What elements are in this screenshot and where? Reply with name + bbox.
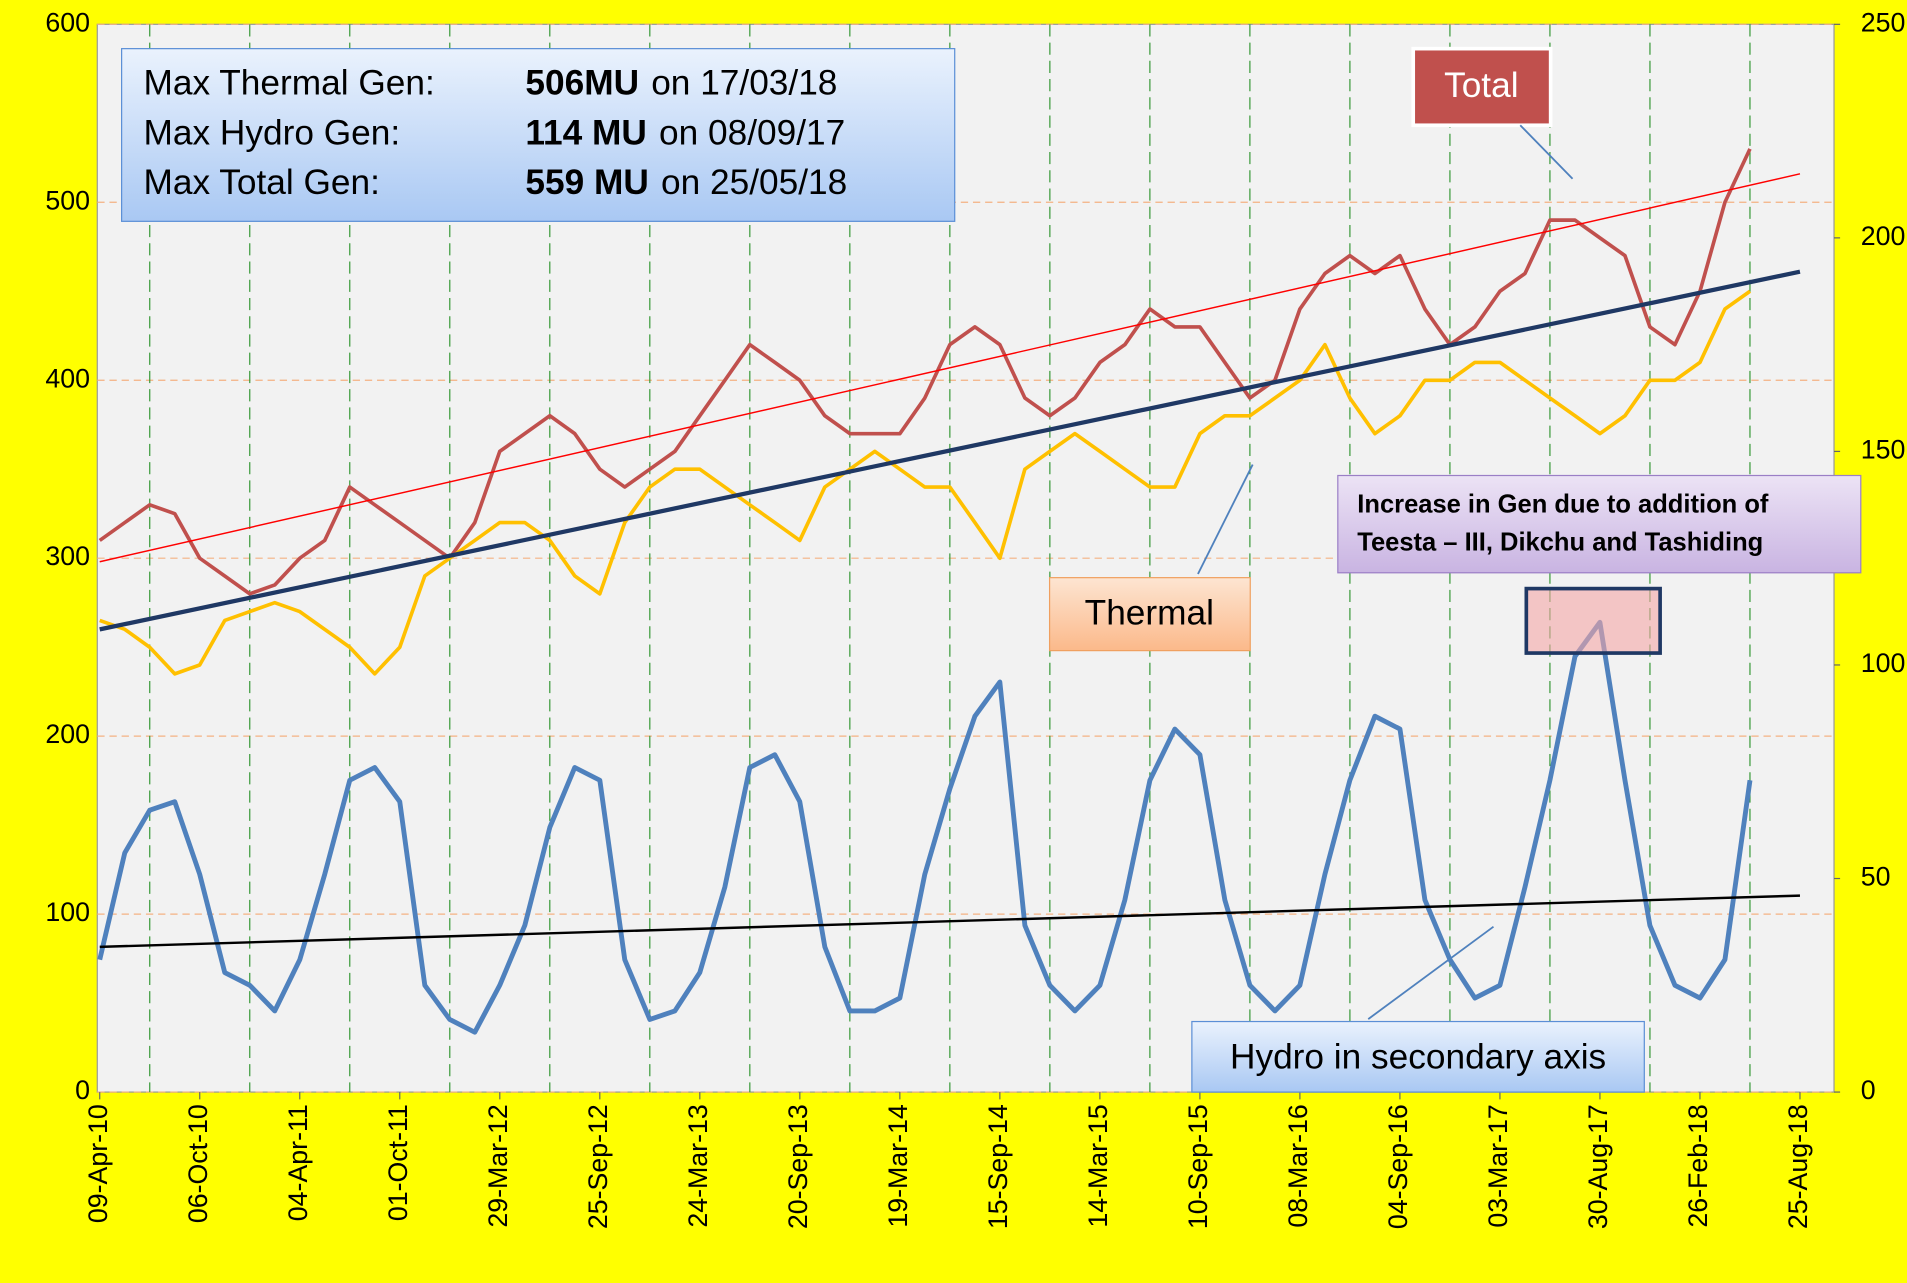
x-tick-label: 14-Mar-15 [1083, 1104, 1113, 1227]
highlight-box [1524, 586, 1662, 655]
total-label: Total [1444, 66, 1518, 105]
info-box [121, 48, 956, 222]
info-label: Max Thermal Gen: [144, 63, 435, 102]
increase-note: Teesta – III, Dikchu and Tashiding [1357, 528, 1763, 556]
x-tick-label: 30-Aug-17 [1583, 1104, 1613, 1229]
trendline [99, 894, 1801, 949]
x-tick-label: 04-Sep-16 [1383, 1104, 1413, 1229]
x-tick-label: 10-Sep-15 [1183, 1104, 1213, 1229]
hydro-label-box [1191, 1020, 1645, 1093]
x-tick-label: 25-Sep-12 [583, 1104, 613, 1229]
y-tick-label: 600 [45, 7, 90, 37]
info-value: 559 MU [525, 163, 648, 202]
x-tick-label: 25-Aug-18 [1783, 1104, 1813, 1229]
x-tick-label: 19-Mar-14 [883, 1104, 913, 1228]
y2-tick-label: 150 [1861, 434, 1906, 464]
series-line [97, 619, 1753, 1035]
y2-tick-label: 200 [1861, 221, 1906, 251]
y-tick-label: 100 [45, 897, 90, 927]
info-label: Max Total Gen: [144, 163, 380, 202]
x-tick-label: 20-Sep-13 [783, 1104, 813, 1229]
series-line [98, 148, 1752, 596]
info-value: 506MU [525, 63, 639, 102]
y2-tick-label: 0 [1861, 1075, 1876, 1105]
y-tick-label: 400 [45, 363, 90, 393]
x-tick-label: 09-Apr-10 [83, 1104, 113, 1223]
arrow [1519, 124, 1574, 180]
y-tick-label: 300 [45, 541, 90, 571]
trendline [99, 173, 1801, 563]
increase-box [1337, 474, 1862, 574]
x-tick-label: 26-Feb-18 [1683, 1104, 1713, 1227]
info-date: on 08/09/17 [659, 113, 845, 152]
trendline [99, 269, 1801, 632]
y-tick-label: 0 [75, 1075, 90, 1105]
arrow [1367, 925, 1495, 1020]
y-tick-label: 200 [45, 719, 90, 749]
x-tick-label: 03-Mar-17 [1483, 1104, 1513, 1227]
increase-note: Increase in Gen due to addition of [1357, 491, 1769, 519]
y2-tick-label: 250 [1861, 7, 1906, 37]
thermal-label: Thermal [1085, 594, 1214, 633]
info-date: on 17/03/18 [651, 63, 837, 102]
info-date: on 25/05/18 [661, 163, 847, 202]
series-line [99, 289, 1752, 676]
y2-tick-label: 50 [1861, 862, 1891, 892]
x-tick-label: 15-Sep-14 [983, 1104, 1013, 1229]
thermal-label-box [1048, 577, 1251, 652]
x-tick-label: 29-Mar-12 [483, 1104, 513, 1227]
x-tick-label: 24-Mar-13 [683, 1104, 713, 1227]
x-tick-label: 06-Oct-10 [183, 1104, 213, 1223]
x-tick-label: 08-Mar-16 [1283, 1104, 1313, 1227]
y-tick-label: 500 [45, 185, 90, 215]
arrow [1197, 464, 1254, 575]
info-value: 114 MU [525, 113, 646, 152]
hydro-label: Hydro in secondary axis [1230, 1038, 1606, 1077]
y2-tick-label: 100 [1861, 648, 1906, 678]
total-label-box [1411, 46, 1553, 128]
info-label: Max Hydro Gen: [144, 113, 401, 152]
x-tick-label: 04-Apr-11 [283, 1104, 313, 1221]
x-tick-label: 01-Oct-11 [383, 1104, 413, 1221]
